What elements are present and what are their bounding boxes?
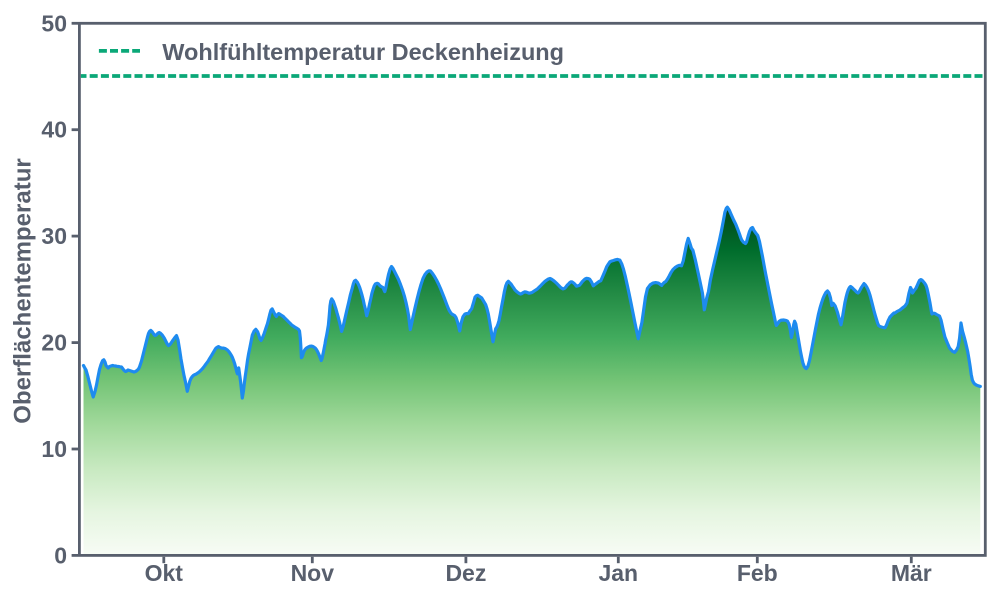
svg-text:Dez: Dez <box>445 560 486 586</box>
svg-text:Oberflächentemperatur: Oberflächentemperatur <box>10 158 37 423</box>
svg-text:Jan: Jan <box>598 560 638 586</box>
svg-text:Wohlfühltemperatur Deckenheizu: Wohlfühltemperatur Deckenheizung <box>162 39 564 65</box>
svg-text:50: 50 <box>41 10 67 36</box>
svg-text:Okt: Okt <box>145 560 184 586</box>
svg-text:Nov: Nov <box>291 560 335 586</box>
svg-text:30: 30 <box>41 223 67 249</box>
svg-text:40: 40 <box>41 117 67 143</box>
svg-text:0: 0 <box>54 542 67 568</box>
svg-text:Feb: Feb <box>737 560 778 586</box>
svg-text:20: 20 <box>41 330 67 356</box>
svg-text:Mär: Mär <box>891 560 932 586</box>
svg-text:10: 10 <box>41 436 67 462</box>
